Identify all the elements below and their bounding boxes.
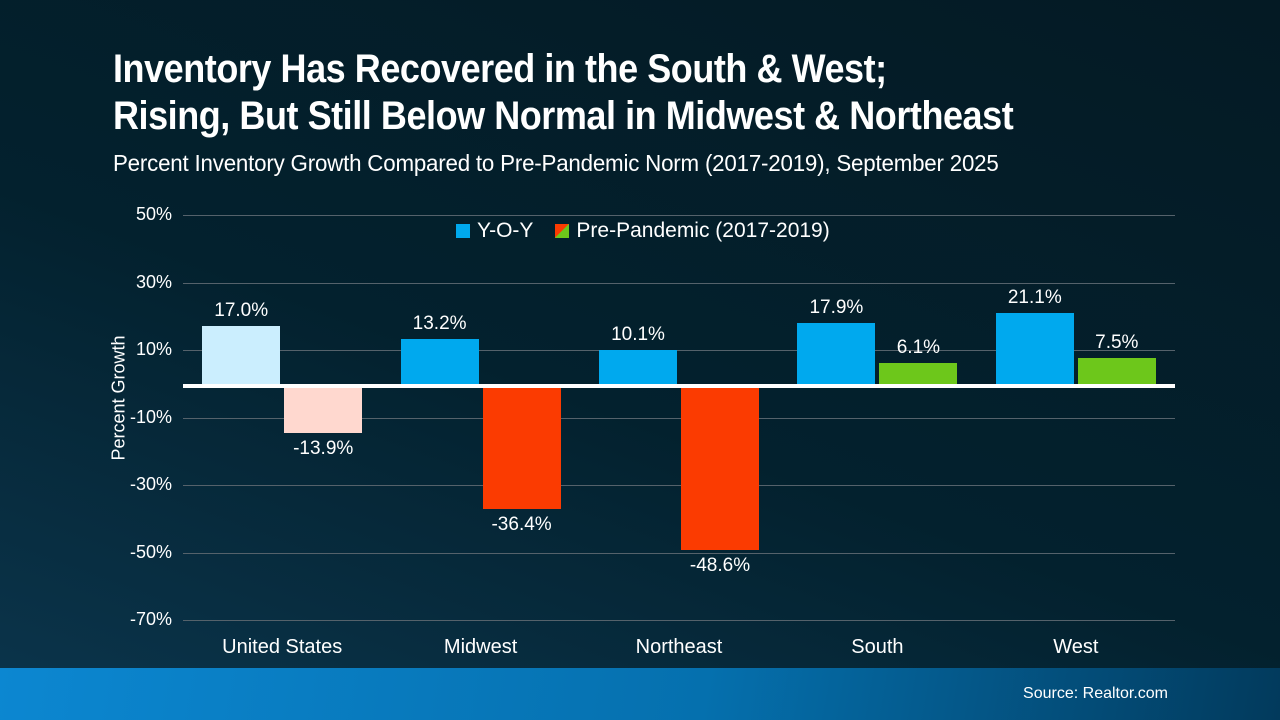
value-label-prepandemic-south: 6.1%	[896, 337, 941, 359]
value-label-prepandemic-midwest: -36.4%	[491, 513, 552, 535]
chart-title: Inventory Has Recovered in the South & W…	[113, 46, 1014, 140]
chart-title-line1: Inventory Has Recovered in the South & W…	[113, 47, 887, 91]
gridline--50	[183, 552, 1175, 554]
chart-subtitle: Percent Inventory Growth Compared to Pre…	[113, 150, 999, 176]
source-text: Source: Realtor.com	[1023, 685, 1168, 702]
bar-yoy-west	[995, 312, 1074, 384]
zero-baseline	[183, 383, 1175, 388]
bar-prepandemic-united-states	[284, 385, 363, 433]
value-label-prepandemic-northeast: -48.6%	[689, 554, 751, 576]
gridline--30	[183, 485, 1175, 486]
value-label-prepandemic-west: 7.5%	[1095, 332, 1139, 354]
legend-label: Pre-Pandemic (2017-2019)	[576, 219, 830, 242]
x-category-label-midwest: Midwest	[443, 636, 518, 658]
x-category-label-northeast: Northeast	[635, 636, 723, 658]
bar-yoy-northeast	[599, 349, 677, 384]
bar-prepandemic-south	[879, 363, 958, 384]
gridline--70	[183, 620, 1175, 621]
y-tick-label--10: -10%	[129, 406, 172, 427]
gridline-10	[183, 350, 1175, 351]
bar-yoy-midwest	[400, 339, 479, 384]
gridline--10	[183, 417, 1175, 419]
legend-item-yoy: Y-O-Y	[456, 219, 533, 243]
y-tick-label--50: -50%	[129, 541, 172, 562]
x-category-label-west: West	[1053, 636, 1099, 658]
value-label-yoy-northeast: 10.1%	[611, 323, 665, 345]
value-label-prepandemic-united-states: -13.9%	[293, 437, 354, 459]
legend-label: Y-O-Y	[477, 219, 534, 242]
value-label-yoy-south: 17.9%	[809, 297, 864, 319]
x-category-label-united-states: United States	[222, 636, 343, 658]
bar-yoy-south	[797, 323, 876, 384]
bar-prepandemic-northeast	[681, 385, 759, 550]
footer-bar: Source: Realtor.com	[0, 668, 1280, 720]
y-tick-label-30: 30%	[135, 271, 172, 292]
y-tick-label--30: -30%	[129, 474, 172, 494]
value-label-yoy-midwest: 13.2%	[412, 313, 467, 335]
value-label-yoy-united-states: 17.0%	[214, 300, 269, 322]
y-tick-label-50: 50%	[135, 204, 172, 224]
bar-prepandemic-midwest	[482, 385, 561, 509]
legend-item-prepandemic: Pre-Pandemic (2017-2019)	[555, 219, 830, 243]
gridline-30	[183, 282, 1175, 284]
y-tick-label--70: -70%	[129, 609, 172, 629]
y-tick-label-10: 10%	[135, 339, 172, 359]
gridline-50	[183, 215, 1175, 216]
bar-chart-plot-area: Percent Growth Y-O-Y Pre-Pandemic (2017-2…	[129, 204, 1175, 658]
legend-swatch-yoy-icon	[456, 224, 470, 238]
x-category-label-south: South	[851, 636, 904, 658]
bar-prepandemic-west	[1077, 358, 1156, 384]
chart-title-line2: Rising, But Still Below Normal in Midwes…	[113, 94, 1014, 138]
legend-swatch-prepandemic-icon	[555, 224, 570, 238]
chart-legend: Y-O-Y Pre-Pandemic (2017-2019)	[456, 219, 830, 243]
bar-yoy-united-states	[202, 326, 281, 384]
value-label-yoy-west: 21.1%	[1007, 286, 1062, 308]
